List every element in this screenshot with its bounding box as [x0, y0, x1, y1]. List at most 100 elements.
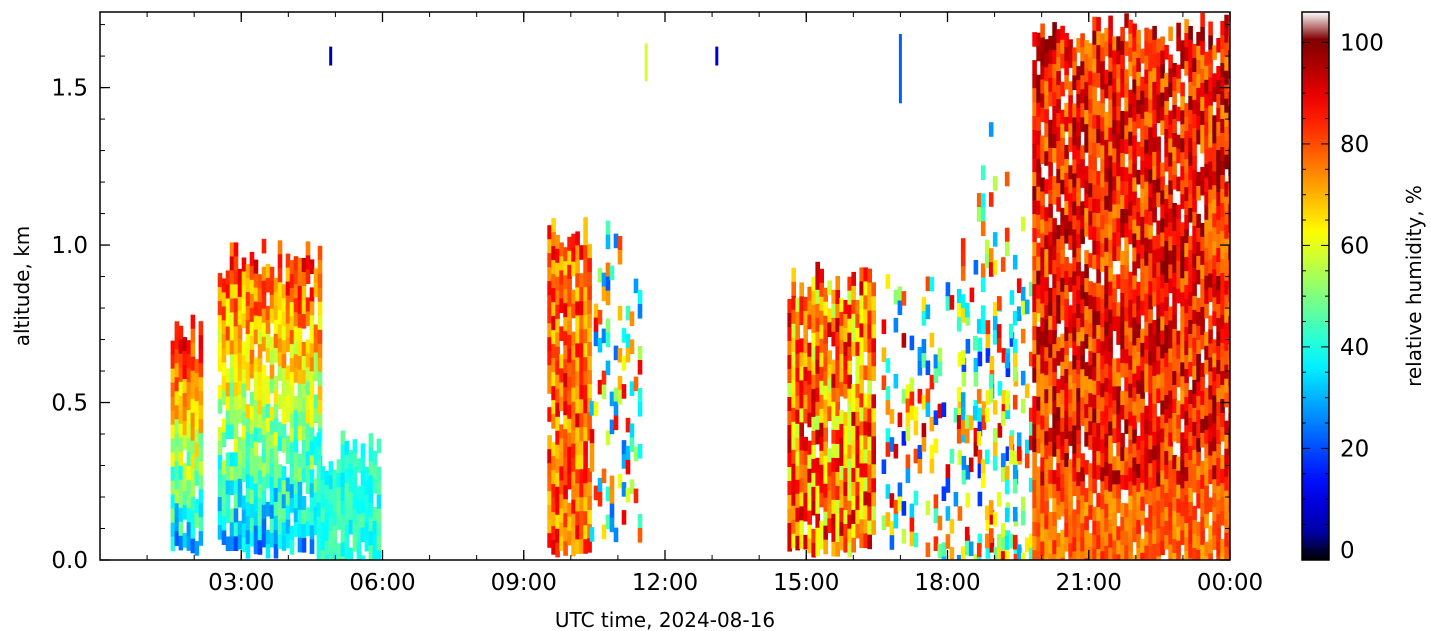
heatmap-cell: [1036, 438, 1041, 454]
heatmap-cell: [1116, 92, 1121, 107]
heatmap-cell: [625, 417, 631, 433]
heatmap-cell: [1136, 211, 1141, 227]
heatmap-cell: [1172, 105, 1177, 120]
heatmap-cell: [1036, 74, 1041, 90]
heatmap-cell: [1180, 502, 1185, 517]
heatmap-cell: [313, 268, 319, 284]
heatmap-cell: [555, 346, 560, 362]
heatmap-cell: [1040, 443, 1045, 459]
heatmap-cell: [253, 399, 259, 415]
heatmap-cell: [376, 466, 382, 482]
heatmap-cell: [1176, 428, 1181, 444]
heatmap-cell: [980, 473, 986, 488]
heatmap-cell: [1072, 383, 1077, 398]
heatmap-cell: [1040, 177, 1045, 193]
heatmap-cell: [1140, 90, 1145, 106]
heatmap-cell: [221, 516, 227, 531]
heatmap-cell: [1108, 127, 1113, 143]
heatmap-cell: [555, 500, 560, 516]
heatmap-cell: [261, 322, 267, 338]
heatmap-cell: [245, 306, 251, 321]
heatmap-cell: [885, 484, 891, 499]
colorbar-tick-label: 80: [1340, 132, 1369, 158]
heatmap-cell: [1064, 159, 1069, 174]
heatmap-cell: [571, 331, 576, 347]
heatmap-cell: [1152, 445, 1157, 461]
heatmap-cell: [1204, 443, 1209, 459]
heatmap-cell: [305, 255, 311, 270]
heatmap-cell: [297, 369, 303, 385]
heatmap-cell: [1164, 157, 1169, 172]
heatmap-cell: [297, 467, 303, 483]
heatmap-cell: [229, 452, 235, 467]
heatmap-cell: [1224, 56, 1229, 72]
heatmap-cell: [563, 415, 568, 430]
heatmap-cell: [281, 438, 287, 453]
heatmap-cell: [1064, 439, 1069, 454]
heatmap-cell: [1128, 285, 1133, 301]
heatmap-cell: [1116, 428, 1121, 443]
heatmap-cell: [1212, 255, 1217, 270]
heatmap-cell: [269, 518, 275, 534]
heatmap-cell: [182, 365, 188, 380]
heatmap-cell: [1180, 82, 1185, 97]
heatmap-cell: [194, 471, 200, 486]
heatmap-cell: [1036, 410, 1041, 426]
heatmap-cell: [843, 538, 848, 553]
heatmap-cell: [1036, 326, 1041, 342]
heatmap-cell: [1180, 278, 1185, 293]
heatmap-cell: [1132, 233, 1137, 249]
heatmap-cell: [988, 528, 994, 543]
heatmap-cell: [889, 437, 895, 452]
heatmap-cell: [221, 320, 227, 335]
heatmap-cell: [1136, 309, 1141, 325]
heatmap-cell: [621, 454, 627, 469]
heatmap-cell: [1020, 300, 1026, 316]
heatmap-cell: [583, 539, 588, 554]
heatmap-cell: [1152, 53, 1157, 69]
heatmap-cell: [871, 520, 876, 535]
heatmap-cell: [1228, 343, 1230, 359]
heatmap-cell: [1160, 456, 1165, 472]
heatmap-cell: [1140, 202, 1145, 218]
heatmap-cell: [1148, 155, 1153, 170]
heatmap-cell: [1208, 441, 1213, 457]
heatmap-cell: [1176, 526, 1181, 542]
heatmap-cell: [851, 341, 856, 357]
heatmap-cell: [587, 286, 592, 301]
heatmap-cell: [851, 383, 856, 399]
heatmap-cell: [1092, 380, 1097, 396]
heatmap-cell: [1128, 467, 1133, 483]
heatmap-cell: [1048, 91, 1053, 107]
heatmap-cell: [1009, 332, 1015, 347]
heatmap-cell: [1040, 541, 1045, 557]
heatmap-cell: [1136, 225, 1141, 241]
heatmap-cell: [803, 478, 808, 494]
heatmap-cell: [1104, 209, 1109, 225]
heatmap-cell: [1192, 351, 1197, 367]
heatmap-cell: [989, 510, 995, 525]
heatmap-cell: [1112, 36, 1117, 51]
heatmap-cell: [1168, 208, 1173, 224]
y-axis: 0.00.51.01.5: [51, 24, 1230, 574]
heatmap-cell: [1084, 138, 1089, 153]
heatmap-cell: [1060, 263, 1065, 279]
colorbar-tick-label: 0: [1340, 538, 1355, 564]
heatmap-cell: [313, 394, 319, 410]
heatmap-cell: [1072, 159, 1077, 174]
heatmap-cell: [1124, 265, 1129, 280]
heatmap-cell: [1124, 167, 1129, 182]
heatmap-cell: [221, 278, 227, 293]
heatmap-cell: [1208, 161, 1213, 177]
heatmap-cell: [273, 501, 279, 517]
heatmap-cell: [336, 543, 342, 558]
heatmap-cell: [1152, 473, 1157, 489]
heatmap-cell: [831, 429, 836, 445]
heatmap-cell: [1220, 455, 1225, 470]
heatmap-cell: [1052, 526, 1057, 541]
heatmap-cell: [1064, 411, 1069, 426]
heatmap-cell: [1164, 325, 1169, 340]
heatmap-cell: [1144, 181, 1149, 197]
heatmap-cell: [1108, 57, 1113, 73]
heatmap-cell: [1068, 319, 1073, 334]
